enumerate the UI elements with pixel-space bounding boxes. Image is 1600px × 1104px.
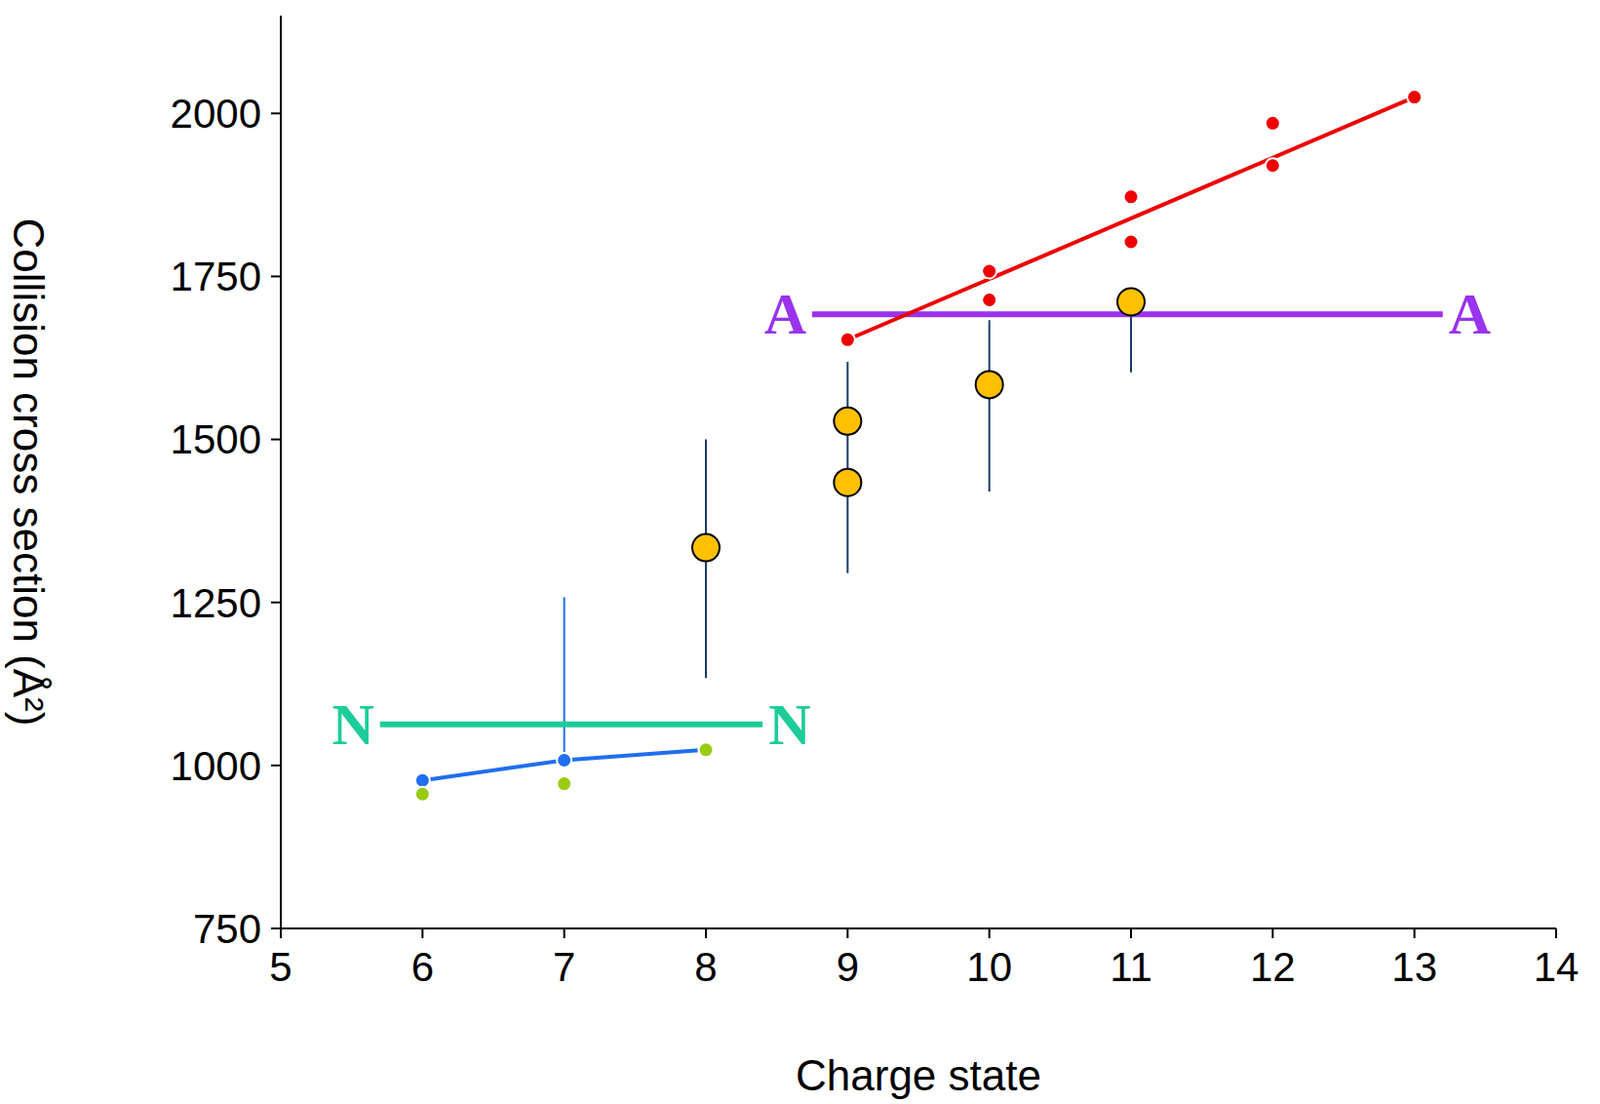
svg-text:750: 750 [193,905,262,952]
svg-text:5: 5 [269,943,292,990]
svg-text:8: 8 [694,943,717,990]
svg-text:14: 14 [1533,943,1580,990]
svg-text:A: A [764,281,807,347]
svg-text:11: 11 [1109,943,1153,990]
svg-text:12: 12 [1249,943,1296,990]
svg-text:7: 7 [552,943,576,990]
svg-text:1250: 1250 [170,580,262,626]
svg-text:6: 6 [411,943,434,990]
svg-text:13: 13 [1391,943,1438,990]
svg-text:Charge state: Charge state [795,1051,1042,1099]
svg-text:N: N [768,692,811,757]
svg-text:N: N [331,692,374,757]
svg-text:A: A [1448,281,1491,347]
svg-text:10: 10 [966,943,1013,990]
svg-text:9: 9 [836,943,859,990]
svg-text:2000: 2000 [170,90,262,137]
svg-text:1000: 1000 [170,742,262,789]
svg-text:1500: 1500 [170,416,262,463]
svg-text:Collision cross section (Å²): Collision cross section (Å²) [4,218,53,727]
svg-text:1750: 1750 [170,253,262,300]
